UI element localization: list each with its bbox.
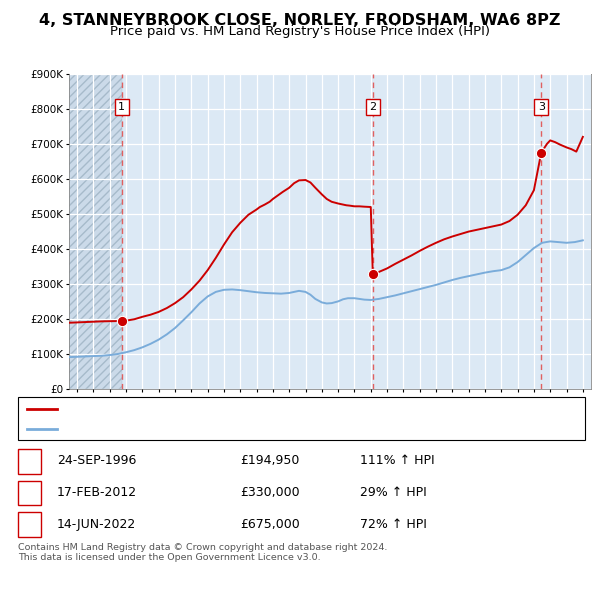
- Text: £330,000: £330,000: [240, 486, 299, 499]
- Text: 4, STANNEYBROOK CLOSE, NORLEY, FRODSHAM, WA6 8PZ (detached house): 4, STANNEYBROOK CLOSE, NORLEY, FRODSHAM,…: [63, 404, 482, 414]
- Text: Contains HM Land Registry data © Crown copyright and database right 2024.
This d: Contains HM Land Registry data © Crown c…: [18, 543, 388, 562]
- Text: 111% ↑ HPI: 111% ↑ HPI: [360, 454, 434, 467]
- Text: 4, STANNEYBROOK CLOSE, NORLEY, FRODSHAM, WA6 8PZ: 4, STANNEYBROOK CLOSE, NORLEY, FRODSHAM,…: [39, 13, 561, 28]
- Bar: [69, 74, 122, 389]
- Text: 24-SEP-1996: 24-SEP-1996: [57, 454, 136, 467]
- Point: [368, 269, 377, 278]
- Text: 2: 2: [25, 486, 34, 499]
- Text: Price paid vs. HM Land Registry's House Price Index (HPI): Price paid vs. HM Land Registry's House …: [110, 25, 490, 38]
- Text: £675,000: £675,000: [240, 518, 300, 531]
- Text: 2: 2: [369, 102, 376, 112]
- Text: £194,950: £194,950: [240, 454, 299, 467]
- Text: 1: 1: [25, 454, 34, 467]
- Text: 72% ↑ HPI: 72% ↑ HPI: [360, 518, 427, 531]
- Text: 3: 3: [25, 518, 34, 531]
- Point: [536, 148, 546, 158]
- Text: HPI: Average price, detached house, Cheshire West and Chester: HPI: Average price, detached house, Ches…: [63, 424, 413, 434]
- Text: 14-JUN-2022: 14-JUN-2022: [57, 518, 136, 531]
- Text: 3: 3: [538, 102, 545, 112]
- Text: 17-FEB-2012: 17-FEB-2012: [57, 486, 137, 499]
- Text: 1: 1: [118, 102, 125, 112]
- Text: 29% ↑ HPI: 29% ↑ HPI: [360, 486, 427, 499]
- Point: [117, 316, 127, 326]
